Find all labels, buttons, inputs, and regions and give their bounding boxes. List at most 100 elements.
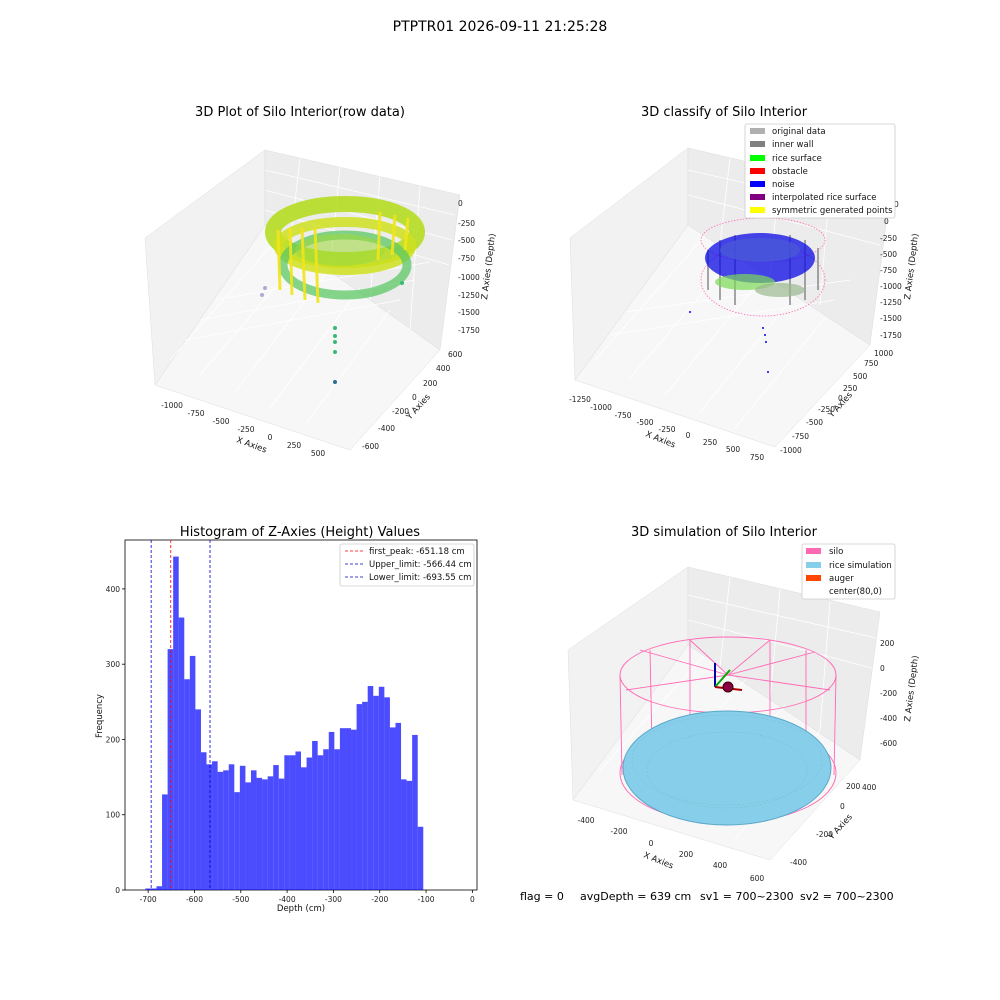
histogram-bar [189, 655, 196, 890]
simulation-x-ticks: -400 -200 0 200 400 600 [577, 816, 764, 883]
classify-z-tick: -1250 [880, 298, 902, 307]
classify-z-tick: 0 [894, 200, 899, 209]
histogram-bar [239, 765, 246, 890]
classify-y-tick: 250 [843, 384, 858, 393]
simulation-y-ticks: -400 -200 0 200 400 [790, 782, 877, 867]
simulation-panel-title: 3D simulation of Silo Interior [631, 525, 818, 540]
classify-y-tick: -500 [806, 418, 823, 427]
histogram-bar [262, 779, 268, 890]
histogram-bar [417, 826, 424, 890]
histogram-x-tick: -200 [371, 895, 388, 904]
histogram-bar [345, 728, 352, 890]
simulation-y-tick: 200 [846, 782, 861, 791]
raw-y-tick: 200 [423, 379, 438, 388]
simulation-z-ticks: 200 0 -200 -400 -600 [880, 639, 897, 748]
legend-label: symmetric generated points [772, 206, 893, 216]
histogram-y-tick: 0 [115, 886, 120, 895]
raw-y-ticks: -600 -400 -200 0 200 400 600 [362, 350, 463, 451]
simulation-y-label: Y Axies [826, 812, 855, 843]
legend-swatch [750, 194, 765, 200]
histogram-bar [351, 729, 357, 890]
simulation-z-tick: 200 [880, 639, 895, 648]
histogram-bar [267, 776, 274, 890]
simulation-x-tick: -200 [610, 827, 627, 836]
histogram-bar [367, 686, 374, 890]
legend-label: noise [772, 180, 795, 190]
legend-label: rice simulation [829, 561, 892, 571]
histogram-x-ticks: -700 -600 -500 -400 -300 -200 -100 0 [140, 890, 475, 904]
silo-wireframe [619, 636, 837, 824]
classify-x-tick: -750 [614, 411, 631, 420]
simulation-3d-panel: 3D simulation of Silo Interior [567, 525, 921, 883]
classify-x-tick: -1250 [569, 395, 591, 404]
raw-y-tick: 400 [436, 364, 451, 373]
legend-swatch [750, 168, 765, 174]
histogram-bars [145, 556, 424, 890]
simulation-z-label: Z Axies (Depth) [903, 655, 921, 722]
classify-y-tick: 1000 [874, 349, 893, 358]
legend-label: auger [829, 574, 854, 584]
classify-panel-title: 3D classify of Silo Interior [641, 105, 808, 120]
simulation-z-tick: -600 [880, 739, 897, 748]
histogram-x-tick: -300 [325, 895, 342, 904]
histogram-bar [356, 704, 363, 890]
histogram-bar [195, 709, 201, 890]
raw-x-tick: 0 [268, 433, 273, 442]
raw-z-tick: -250 [458, 219, 475, 228]
histogram-x-tick: -600 [186, 895, 203, 904]
raw-y-tick: -600 [362, 442, 379, 451]
histogram-bar [306, 757, 313, 890]
histogram-x-tick: -100 [418, 895, 435, 904]
simulation-y-tick: 400 [862, 783, 877, 792]
simulation-z-tick: 0 [880, 664, 885, 673]
simulation-y-tick: -200 [816, 830, 833, 839]
histogram-bar [178, 617, 185, 890]
raw-z-ticks: 0 -250 -500 -750 -1000 -1250 -1500 -1750 [458, 199, 480, 335]
histogram-bar [406, 780, 413, 890]
classify-x-tick: -500 [636, 418, 653, 427]
classify-z-label: Z Axies (Depth) [903, 233, 921, 300]
raw-panel-title: 3D Plot of Silo Interior(row data) [195, 105, 405, 120]
classify-z-tick: 0 [884, 217, 889, 226]
legend-label: silo [829, 547, 843, 557]
legend-swatch [750, 181, 765, 187]
histogram-bar [245, 782, 251, 890]
histogram-bar [389, 727, 396, 890]
histogram-y-ticks: 0 100 200 300 400 [106, 585, 125, 895]
classify-y-tick: 750 [864, 359, 879, 368]
simulation-y-tick: -400 [790, 858, 807, 867]
histogram-bar [217, 771, 224, 890]
legend-swatch [750, 128, 765, 134]
legend-swatch [750, 207, 765, 213]
status-line: flag = 0 avgDepth = 639 cm sv1 = 700~230… [520, 890, 894, 903]
rice-surface [622, 710, 832, 826]
legend-label: interpolated rice surface [772, 193, 877, 203]
histogram-bar [212, 761, 218, 890]
histogram-bar [317, 755, 324, 890]
histogram-y-tick: 400 [106, 585, 121, 594]
classify-z-ticks: 0 0 -250 -500 -750 -1000 -1250 -1500 -17… [880, 200, 902, 340]
histogram-bar [145, 888, 151, 890]
raw-z-tick: -1250 [458, 291, 480, 300]
classify-z-tick: -750 [880, 266, 897, 275]
raw-z-tick: -1000 [458, 273, 480, 282]
simulation-x-label: X Axies [642, 851, 675, 872]
classify-y-tick: -250 [818, 405, 835, 414]
raw-z-tick: -1500 [458, 308, 480, 317]
histogram-bar [234, 792, 240, 890]
histogram-bar [162, 794, 168, 890]
raw-3d-panel: 3D Plot of Silo Interior(row data) [144, 105, 498, 458]
raw-x-tick: 500 [311, 449, 326, 458]
classify-x-tick: -1000 [590, 403, 612, 412]
figure-title: PTPTR01 2026-09-11 21:25:28 [393, 19, 608, 35]
histogram-bar [334, 749, 340, 890]
raw-x-tick: -500 [212, 417, 229, 426]
classify-y-tick: 500 [853, 372, 868, 381]
classify-y-tick: 0 [838, 394, 843, 403]
histogram-bar [378, 686, 385, 890]
classify-y-tick: -1000 [780, 446, 802, 455]
histogram-bar [395, 722, 402, 890]
classify-point-cloud [689, 217, 826, 373]
classify-x-tick: 0 [686, 431, 691, 440]
legend-swatch [750, 141, 765, 147]
